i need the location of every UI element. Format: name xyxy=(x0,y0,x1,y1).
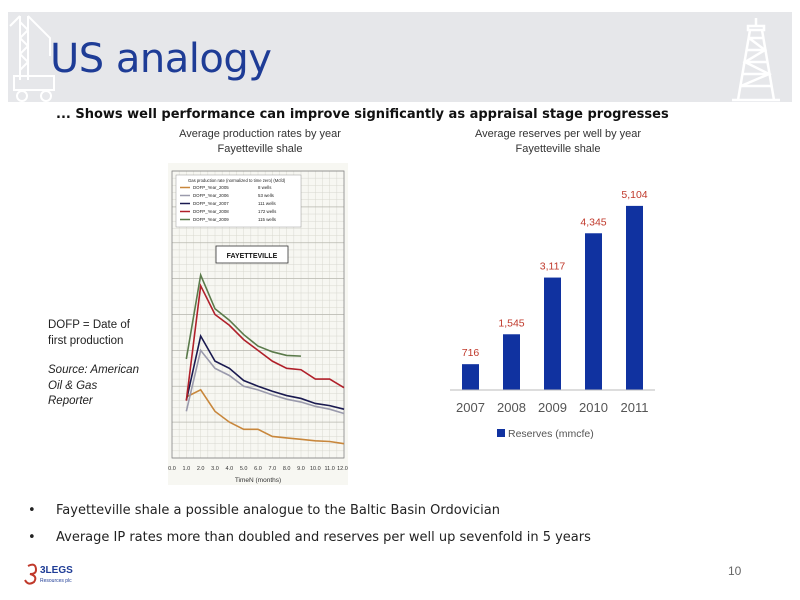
series-line xyxy=(185,348,345,415)
bar-value-label: 3,117 xyxy=(540,261,566,273)
bullet-dot: • xyxy=(28,503,36,518)
x-tick-label: 6.0 xyxy=(254,466,262,472)
logo-text: 3LEGS xyxy=(40,565,73,576)
bullet-text: Average IP rates more than doubled and r… xyxy=(56,530,591,545)
series-line xyxy=(185,272,302,360)
legend-swatch xyxy=(497,429,505,437)
plot-border xyxy=(171,170,345,459)
x-tick-label: 7.0 xyxy=(269,466,277,472)
legend-wells: 53 wells xyxy=(258,193,275,198)
right-caption-line: Fayetteville shale xyxy=(515,143,601,155)
x-axis-label: TimeN (months) xyxy=(235,477,281,484)
legend-label: Reserves (mmcfe) xyxy=(508,428,594,440)
x-tick-label: 12.00 xyxy=(337,466,348,472)
series-line xyxy=(185,283,345,401)
legend-wells: 172 wells xyxy=(258,209,277,214)
legend-wells: 111 wells xyxy=(258,201,276,206)
series-line xyxy=(185,388,345,445)
x-category-label: 2007 xyxy=(456,400,485,415)
legend-label: DOFP_Year_2005 xyxy=(193,185,229,190)
x-tick-label: 5.0 xyxy=(240,466,248,472)
legend-title: Gas production rate (normalized to time … xyxy=(188,178,286,183)
page-number: 10 xyxy=(728,564,742,578)
legend-label: DOFP_Year_2006 xyxy=(193,193,229,198)
source-note: Source: American Oil & Gas Reporter xyxy=(48,364,139,407)
bar-value-label: 4,345 xyxy=(580,216,606,228)
left-chart-caption: Average production rates by year Fayette… xyxy=(160,127,360,157)
x-tick-label: 8.0 xyxy=(283,466,291,472)
series-line xyxy=(185,333,345,410)
slide-subtitle: ... Shows well performance can improve s… xyxy=(56,107,669,122)
x-tick-label: 3.0 xyxy=(211,466,219,472)
company-logo: 3LEGS Resources plc xyxy=(24,563,73,585)
legend-label: DOFP_Year_2007 xyxy=(193,201,229,206)
bar-value-label: 1,545 xyxy=(498,317,524,329)
x-category-label: 2009 xyxy=(538,400,567,415)
bullet-text: Fayetteville shale a possible analogue t… xyxy=(56,503,500,518)
x-tick-label: 2.0 xyxy=(197,466,205,472)
bar xyxy=(544,277,561,390)
bar xyxy=(503,334,520,390)
dofp-note: DOFP = Date of first production Source: … xyxy=(48,318,144,410)
left-caption-line: Fayetteville shale xyxy=(217,143,303,155)
x-tick-label: 11.0 xyxy=(325,466,335,472)
region-label-box xyxy=(215,245,289,264)
right-chart-caption: Average reserves per well by year Fayett… xyxy=(448,127,668,157)
left-caption-line: Average production rates by year xyxy=(179,128,341,140)
right-caption-line: Average reserves per well by year xyxy=(474,128,642,140)
x-tick-label: 0.0 xyxy=(168,466,176,472)
slide-title: US analogy xyxy=(50,36,272,82)
bullet-item: • Average IP rates more than doubled and … xyxy=(28,530,591,545)
legend-label: DOFP_Year_2009 xyxy=(193,217,229,222)
x-tick-label: 9.0 xyxy=(297,466,305,472)
dofp-definition: DOFP = Date of first production xyxy=(48,319,130,347)
bullet-item: • Fayetteville shale a possible analogue … xyxy=(28,503,591,518)
crane-icon xyxy=(9,15,55,102)
drilling-rig-icon xyxy=(732,18,780,102)
legend-label: DOFP_Year_2008 xyxy=(193,209,229,214)
legend-wells: 8 wells xyxy=(258,185,272,190)
legend-wells: 115 wells xyxy=(258,217,277,222)
region-label: FAYETTEVILLE xyxy=(227,253,278,260)
reserves-bar-chart: 716 2007 1,545 2008 3,117 2009 4,345 2010 5,104 2… xyxy=(450,189,655,440)
logo-subtext: Resources plc xyxy=(40,578,72,584)
bar xyxy=(462,364,479,390)
x-category-label: 2011 xyxy=(621,400,649,415)
bullet-dot: • xyxy=(28,530,36,545)
header-band xyxy=(8,12,792,102)
production-rate-chart: 05001,0001,5002,0002,5003,0003,5004,0000… xyxy=(168,163,348,485)
bar-value-label: 716 xyxy=(462,347,480,359)
bullet-list: • Fayetteville shale a possible analogue … xyxy=(28,503,591,557)
x-category-label: 2008 xyxy=(497,400,526,415)
bar-value-label: 5,104 xyxy=(621,189,647,201)
x-category-label: 2010 xyxy=(579,400,608,415)
bar xyxy=(626,205,643,390)
bar xyxy=(585,233,602,390)
x-tick-label: 1.0 xyxy=(183,466,191,472)
x-tick-label: 4.0 xyxy=(226,466,234,472)
x-tick-label: 10.0 xyxy=(310,466,321,472)
legend-box xyxy=(175,174,302,228)
